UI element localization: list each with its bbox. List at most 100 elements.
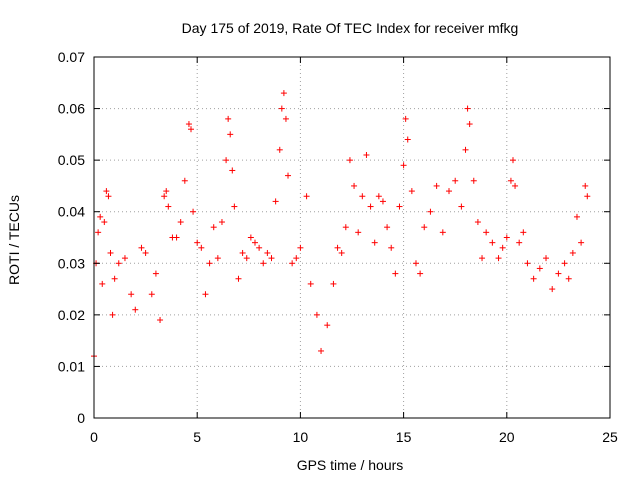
data-point: [142, 249, 149, 256]
y-tick-label: 0.04: [58, 204, 85, 220]
data-point: [400, 162, 407, 169]
data-point: [194, 239, 201, 246]
data-point: [396, 203, 403, 210]
data-point: [392, 270, 399, 277]
data-point: [276, 146, 283, 153]
data-point: [247, 234, 254, 241]
data-point: [379, 198, 386, 205]
data-point: [530, 275, 537, 282]
data-point: [293, 255, 300, 262]
data-point: [503, 234, 510, 241]
y-tick-label: 0.02: [58, 307, 85, 323]
data-point: [285, 172, 292, 179]
data-point: [318, 347, 325, 354]
data-point: [185, 121, 192, 128]
data-point: [264, 249, 271, 256]
data-point: [404, 136, 411, 143]
data-point: [408, 188, 415, 195]
data-point: [227, 131, 234, 138]
data-point: [202, 291, 209, 298]
data-point: [363, 151, 370, 158]
data-point: [516, 239, 523, 246]
data-point: [289, 260, 296, 267]
data-point: [561, 260, 568, 267]
data-point: [359, 193, 366, 200]
y-axis-label: ROTI / TECUs: [6, 195, 22, 285]
y-tick-label: 0.03: [58, 255, 85, 271]
data-point: [446, 188, 453, 195]
data-point: [452, 177, 459, 184]
data-point: [235, 275, 242, 282]
data-points: [91, 90, 591, 360]
data-point: [462, 146, 469, 153]
data-point: [173, 234, 180, 241]
data-point: [148, 291, 155, 298]
data-point: [402, 115, 409, 122]
data-point: [111, 275, 118, 282]
data-point: [479, 255, 486, 262]
data-point: [132, 306, 139, 313]
data-point: [507, 177, 514, 184]
data-point: [584, 193, 591, 200]
data-point: [198, 244, 205, 251]
data-point: [464, 105, 471, 112]
data-point: [278, 105, 285, 112]
data-point: [433, 182, 440, 189]
data-point: [105, 193, 112, 200]
data-point: [297, 244, 304, 251]
data-point: [177, 219, 184, 226]
data-point: [99, 280, 106, 287]
data-point: [489, 239, 496, 246]
data-point: [412, 260, 419, 267]
data-point: [536, 265, 543, 272]
data-point: [307, 280, 314, 287]
data-point: [103, 188, 110, 195]
data-point: [495, 255, 502, 262]
data-point: [569, 249, 576, 256]
data-point: [483, 229, 490, 236]
y-tick-label: 0.01: [58, 358, 85, 374]
data-point: [190, 208, 197, 215]
data-point: [256, 244, 263, 251]
chart-title: Day 175 of 2019, Rate Of TEC Index for r…: [182, 20, 519, 36]
data-point: [474, 219, 481, 226]
data-point: [163, 188, 170, 195]
x-tick-label: 25: [602, 429, 618, 445]
data-point: [115, 260, 122, 267]
y-tick-label: 0.06: [58, 101, 85, 117]
tick-labels: 0 0.01 0.02 0.03 0.04 0.05 0.06 0.07 0 5 10 15 20 25: [58, 49, 618, 445]
data-point: [313, 311, 320, 318]
data-point: [466, 121, 473, 128]
x-tick-label: 20: [499, 429, 515, 445]
data-point: [330, 280, 337, 287]
data-point: [138, 244, 145, 251]
data-point: [417, 270, 424, 277]
data-point: [388, 244, 395, 251]
data-point: [218, 219, 225, 226]
data-point: [214, 255, 221, 262]
data-point: [128, 291, 135, 298]
data-point: [582, 182, 589, 189]
data-point: [520, 229, 527, 236]
data-point: [543, 255, 550, 262]
data-point: [243, 255, 250, 262]
data-point: [338, 249, 345, 256]
data-point: [355, 229, 362, 236]
data-point: [280, 90, 287, 97]
y-tick-label: 0.07: [58, 49, 85, 65]
data-point: [206, 260, 213, 267]
data-point: [101, 219, 108, 226]
data-point: [565, 275, 572, 282]
data-point: [231, 203, 238, 210]
data-point: [109, 311, 116, 318]
data-point: [260, 260, 267, 267]
data-point: [121, 255, 128, 262]
data-point: [97, 213, 104, 220]
data-point: [509, 157, 516, 164]
data-point: [421, 224, 428, 231]
data-point: [239, 249, 246, 256]
data-point: [223, 157, 230, 164]
data-point: [210, 224, 217, 231]
data-point: [157, 317, 164, 324]
data-point: [268, 255, 275, 262]
